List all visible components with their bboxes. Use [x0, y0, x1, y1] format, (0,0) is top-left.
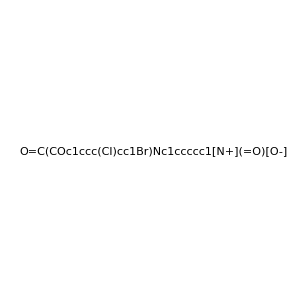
Text: O=C(COc1ccc(Cl)cc1Br)Nc1ccccc1[N+](=O)[O-]: O=C(COc1ccc(Cl)cc1Br)Nc1ccccc1[N+](=O)[O… [20, 146, 288, 157]
